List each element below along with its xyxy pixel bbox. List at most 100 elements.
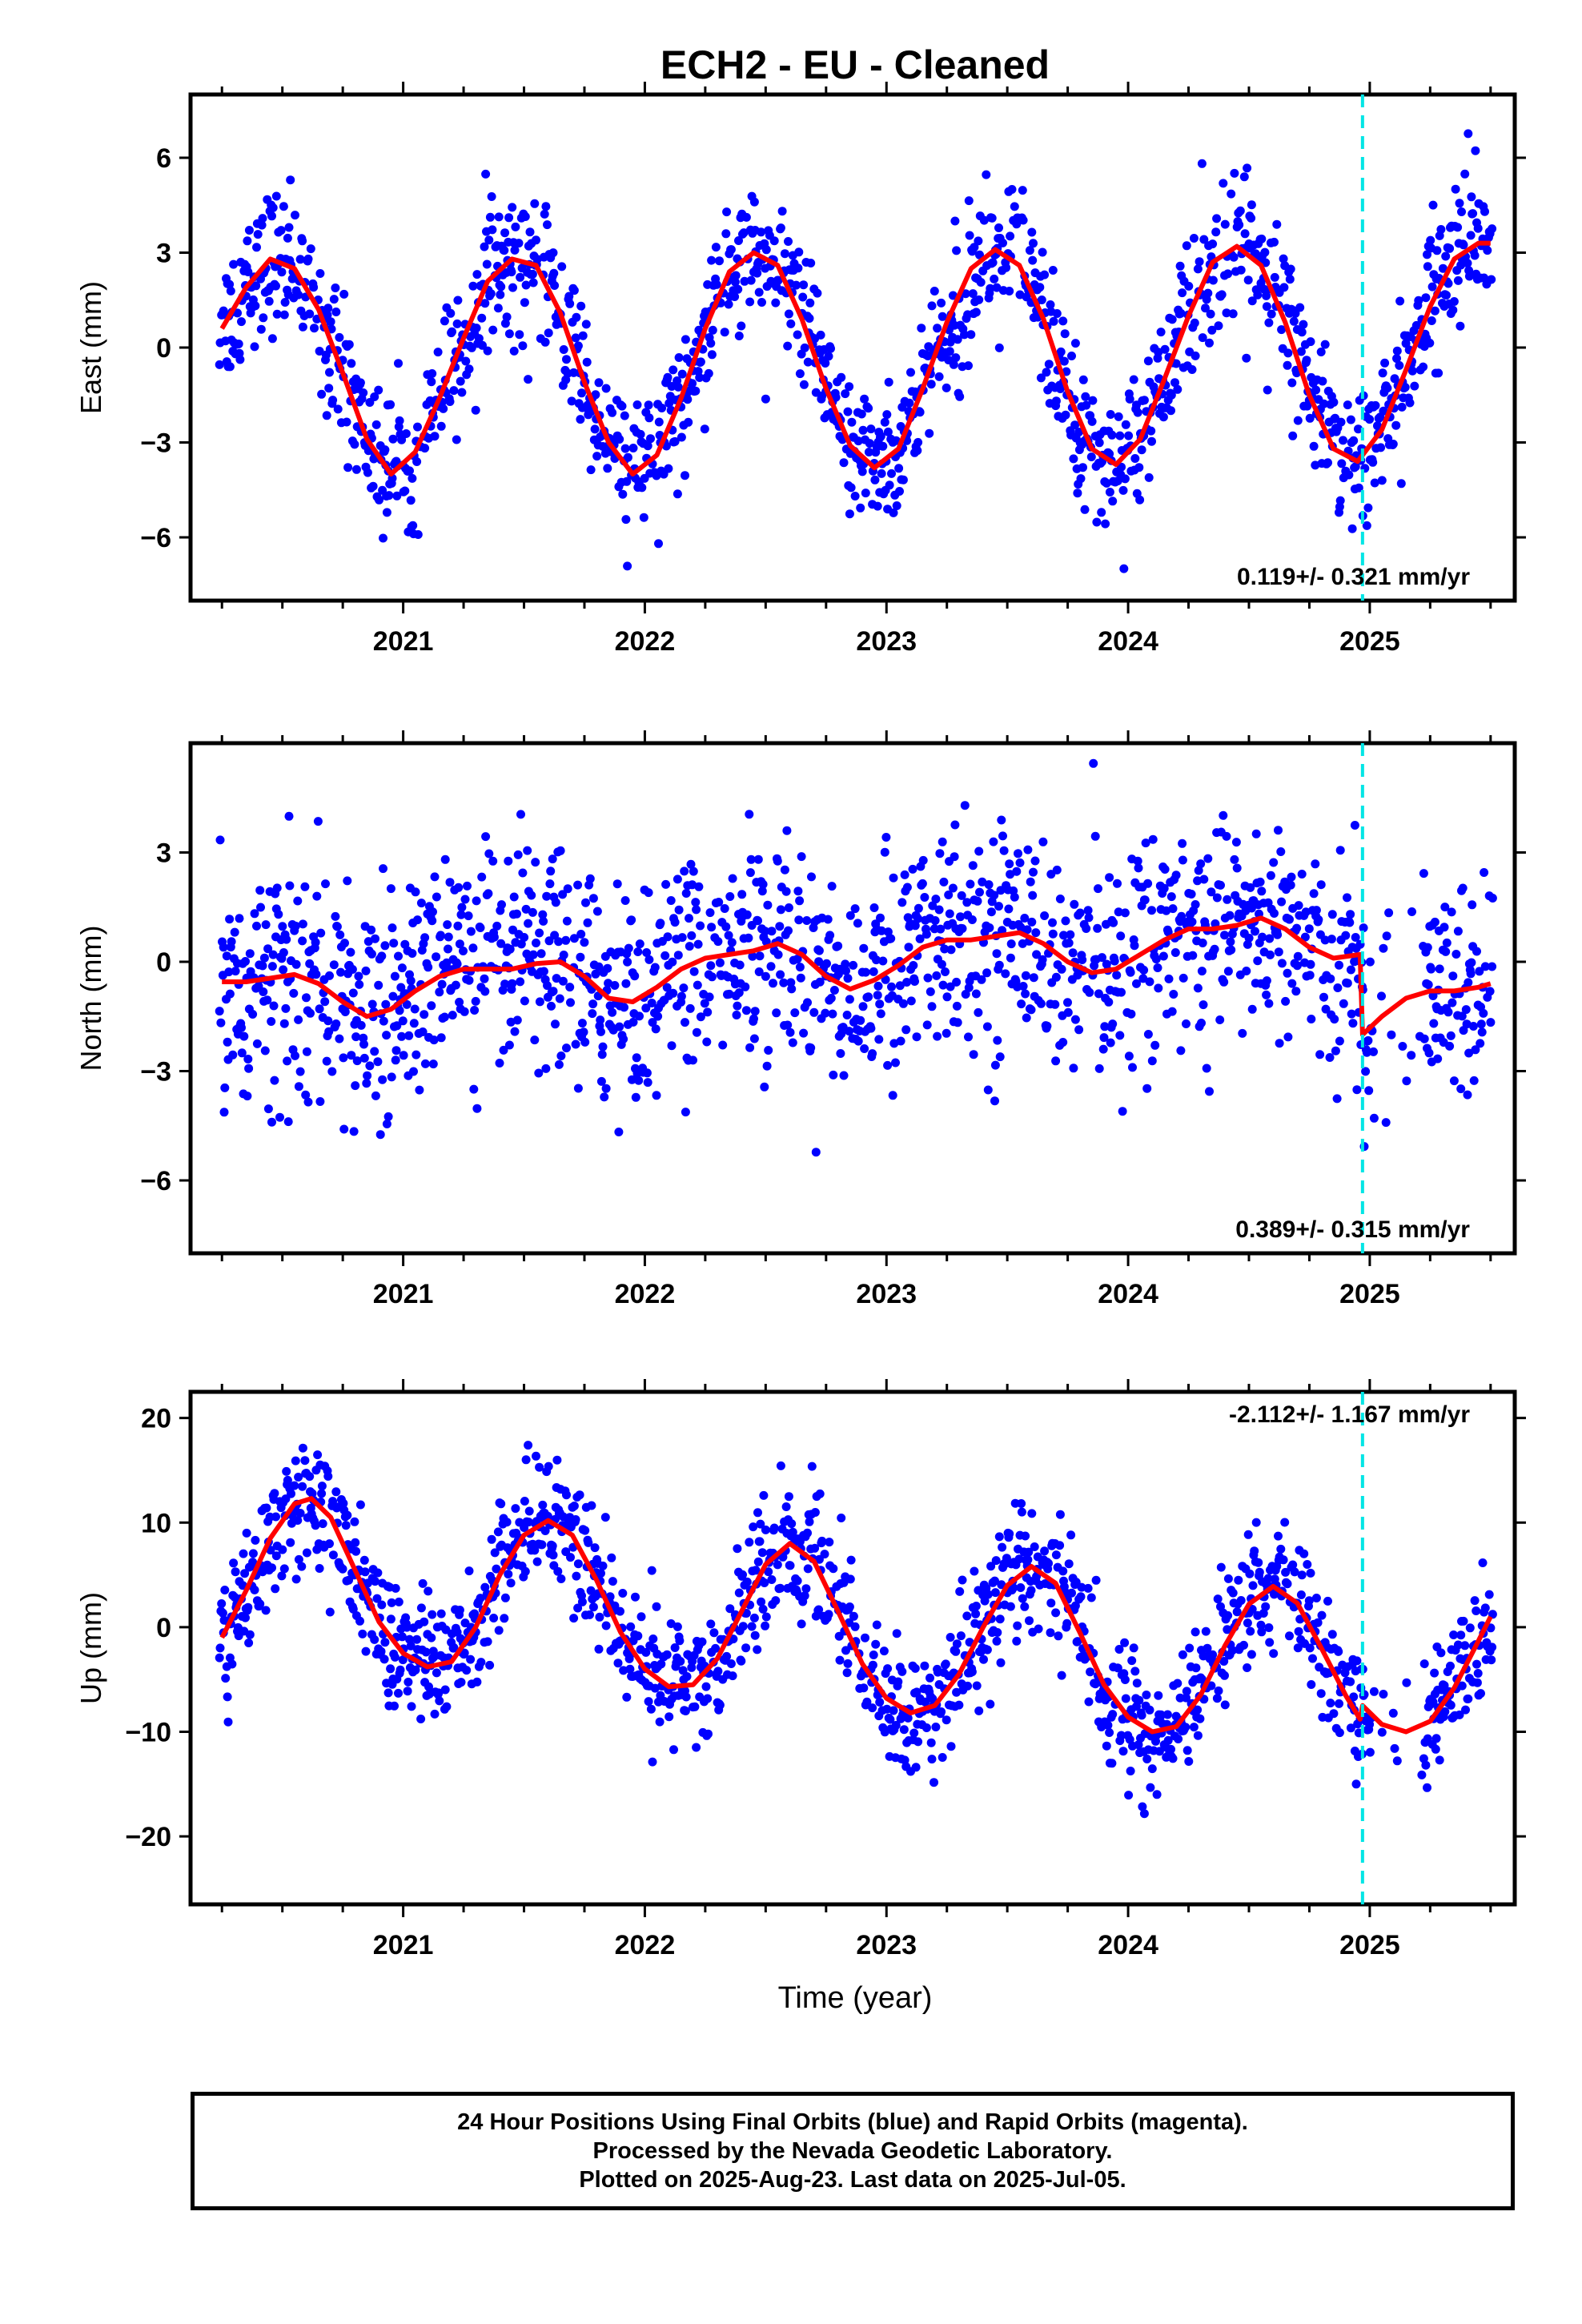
data-point <box>681 889 691 898</box>
data-point <box>667 1041 677 1051</box>
data-point <box>1070 339 1080 348</box>
data-point <box>251 1535 260 1545</box>
data-point <box>280 298 290 307</box>
data-point <box>1012 1636 1022 1646</box>
data-point <box>642 948 652 957</box>
data-point <box>339 1498 348 1508</box>
data-point <box>805 1517 814 1526</box>
data-point <box>615 435 624 444</box>
x-tick-label: 2025 <box>1339 1279 1400 1309</box>
data-point <box>504 329 514 339</box>
data-point <box>1057 964 1066 974</box>
data-point <box>380 941 390 951</box>
data-point <box>1022 1013 1031 1023</box>
data-point <box>1193 1705 1203 1715</box>
data-point <box>518 868 528 878</box>
data-point <box>270 1076 279 1085</box>
data-point <box>521 904 531 914</box>
data-point <box>1335 1728 1344 1738</box>
data-point <box>546 866 556 876</box>
data-point <box>1307 1680 1316 1689</box>
data-point <box>954 1700 964 1710</box>
data-point <box>437 979 447 989</box>
data-point <box>754 967 764 976</box>
data-point <box>1038 955 1047 964</box>
data-point <box>1460 1641 1470 1651</box>
data-point <box>795 896 805 906</box>
data-point <box>1070 899 1079 909</box>
data-point <box>1193 264 1203 274</box>
data-point <box>321 879 330 889</box>
data-point <box>394 1597 404 1606</box>
data-point <box>702 1037 712 1047</box>
data-point <box>1290 1567 1299 1577</box>
data-point <box>598 1042 608 1051</box>
data-point <box>866 424 876 434</box>
data-point <box>459 947 468 955</box>
data-point <box>701 1682 711 1691</box>
data-point <box>1395 360 1404 370</box>
data-point <box>1311 859 1320 869</box>
data-point <box>632 400 642 409</box>
data-point <box>279 965 288 975</box>
data-point <box>1402 1076 1411 1086</box>
data-point <box>528 950 538 959</box>
data-point <box>1473 223 1483 233</box>
data-point <box>412 1634 422 1644</box>
data-point <box>1021 971 1030 980</box>
data-point <box>355 1616 364 1626</box>
data-point <box>373 1057 383 1067</box>
data-point <box>829 1564 838 1574</box>
data-point <box>1488 894 1497 903</box>
data-point <box>1169 990 1178 999</box>
data-point <box>1023 1555 1033 1565</box>
data-point <box>428 369 437 378</box>
data-point <box>674 905 684 915</box>
data-point <box>965 231 974 240</box>
data-point <box>941 1659 950 1669</box>
fit-curve <box>219 240 1491 476</box>
data-point <box>1196 859 1206 869</box>
data-point <box>903 1713 913 1723</box>
data-point <box>732 1011 741 1019</box>
data-point <box>1094 884 1102 894</box>
data-point <box>1230 168 1239 178</box>
data-point <box>1423 943 1432 952</box>
data-point <box>898 999 908 1008</box>
data-point <box>1219 810 1228 820</box>
data-point <box>451 980 460 990</box>
data-point <box>910 977 919 986</box>
data-point <box>977 975 986 984</box>
data-point <box>831 392 841 402</box>
data-point <box>938 837 947 846</box>
data-point <box>897 898 907 907</box>
data-point <box>1247 200 1256 210</box>
data-point <box>703 1007 713 1017</box>
data-point <box>256 903 265 912</box>
data-point <box>283 1056 292 1066</box>
data-point <box>724 931 733 940</box>
data-point <box>351 464 361 474</box>
data-point <box>1018 1594 1027 1603</box>
data-point <box>562 355 571 364</box>
data-point <box>588 999 598 1009</box>
data-point <box>816 330 825 340</box>
data-point <box>253 230 263 239</box>
x-tick-label: 2021 <box>373 1930 434 1960</box>
data-point <box>750 1630 760 1640</box>
data-point <box>1173 1679 1182 1688</box>
data-point <box>227 1659 237 1669</box>
data-point <box>306 244 315 254</box>
data-point <box>1223 1574 1233 1583</box>
data-point <box>882 1704 892 1714</box>
data-point <box>512 1015 522 1025</box>
data-point <box>833 941 843 951</box>
data-point <box>1264 1623 1274 1632</box>
data-point <box>235 355 245 364</box>
data-point <box>1459 240 1468 250</box>
data-point <box>572 312 581 322</box>
data-point <box>928 901 938 911</box>
data-point <box>1078 375 1088 384</box>
data-point <box>456 910 466 919</box>
